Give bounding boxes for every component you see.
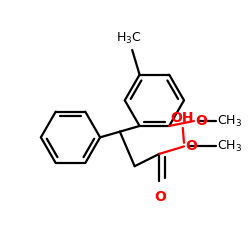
Text: O: O [155,190,166,204]
Text: CH$_3$: CH$_3$ [217,139,242,154]
Text: O: O [195,114,207,128]
Text: O: O [185,140,197,153]
Text: H$_3$C: H$_3$C [116,31,141,46]
Text: OH: OH [170,112,193,126]
Text: CH$_3$: CH$_3$ [217,114,242,128]
